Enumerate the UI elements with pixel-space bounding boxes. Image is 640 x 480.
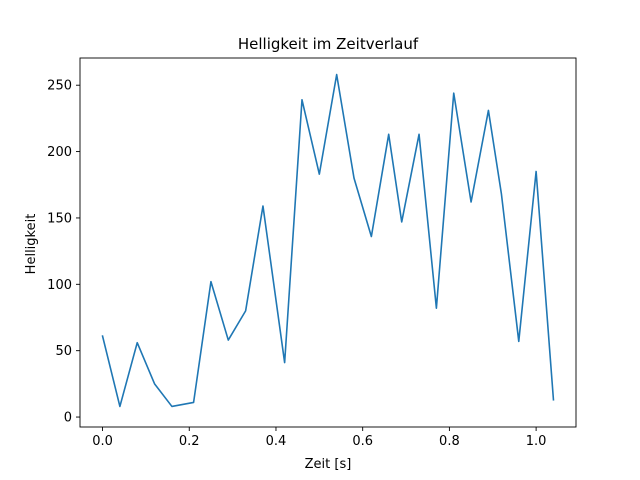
x-tick-label: 1.0 xyxy=(526,434,547,449)
plot-background xyxy=(80,58,576,427)
series-layer xyxy=(101,73,555,408)
x-tick-label: 0.8 xyxy=(439,434,460,449)
axes-layer: 0.0 0.2 0.4 0.6 0.8 1.0 0 50 100 150 200 250 xyxy=(47,57,577,449)
y-tick-label: 0 xyxy=(64,411,72,426)
x-tick-label: 0.4 xyxy=(266,434,287,449)
x-tick-label: 0.2 xyxy=(179,434,200,449)
y-axis-label: Helligkeit xyxy=(24,214,39,275)
y-tick-label: 250 xyxy=(47,79,72,94)
chart-title: Helligkeit im Zeitverlauf xyxy=(238,35,419,53)
x-axis-label: Zeit [s] xyxy=(305,457,352,472)
y-tick-label: 150 xyxy=(47,211,72,226)
x-tick-label: 0.0 xyxy=(92,434,113,449)
y-tick-label: 50 xyxy=(55,344,72,359)
axes-frame xyxy=(79,57,577,428)
y-tick-label: 100 xyxy=(47,278,72,293)
plot-area xyxy=(80,58,576,427)
y-tick-label: 200 xyxy=(47,145,72,160)
x-tick-label: 0.6 xyxy=(352,434,373,449)
